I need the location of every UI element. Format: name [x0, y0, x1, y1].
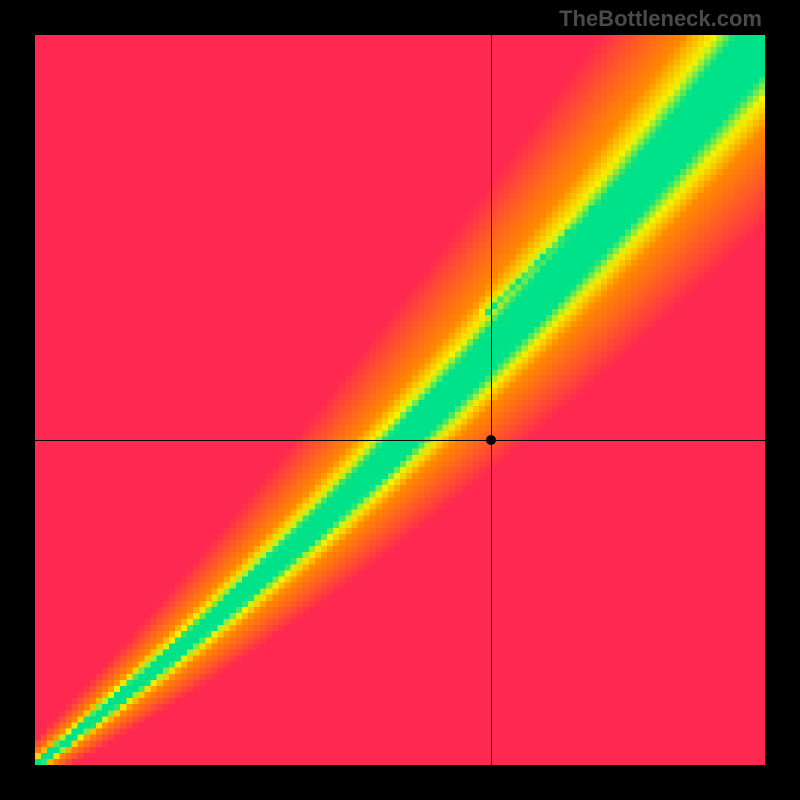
- crosshair-horizontal: [35, 440, 765, 441]
- heatmap-plot: [35, 35, 765, 765]
- watermark-text: TheBottleneck.com: [559, 6, 762, 32]
- heatmap-canvas: [35, 35, 765, 765]
- crosshair-vertical: [491, 35, 492, 765]
- marker-point: [486, 435, 496, 445]
